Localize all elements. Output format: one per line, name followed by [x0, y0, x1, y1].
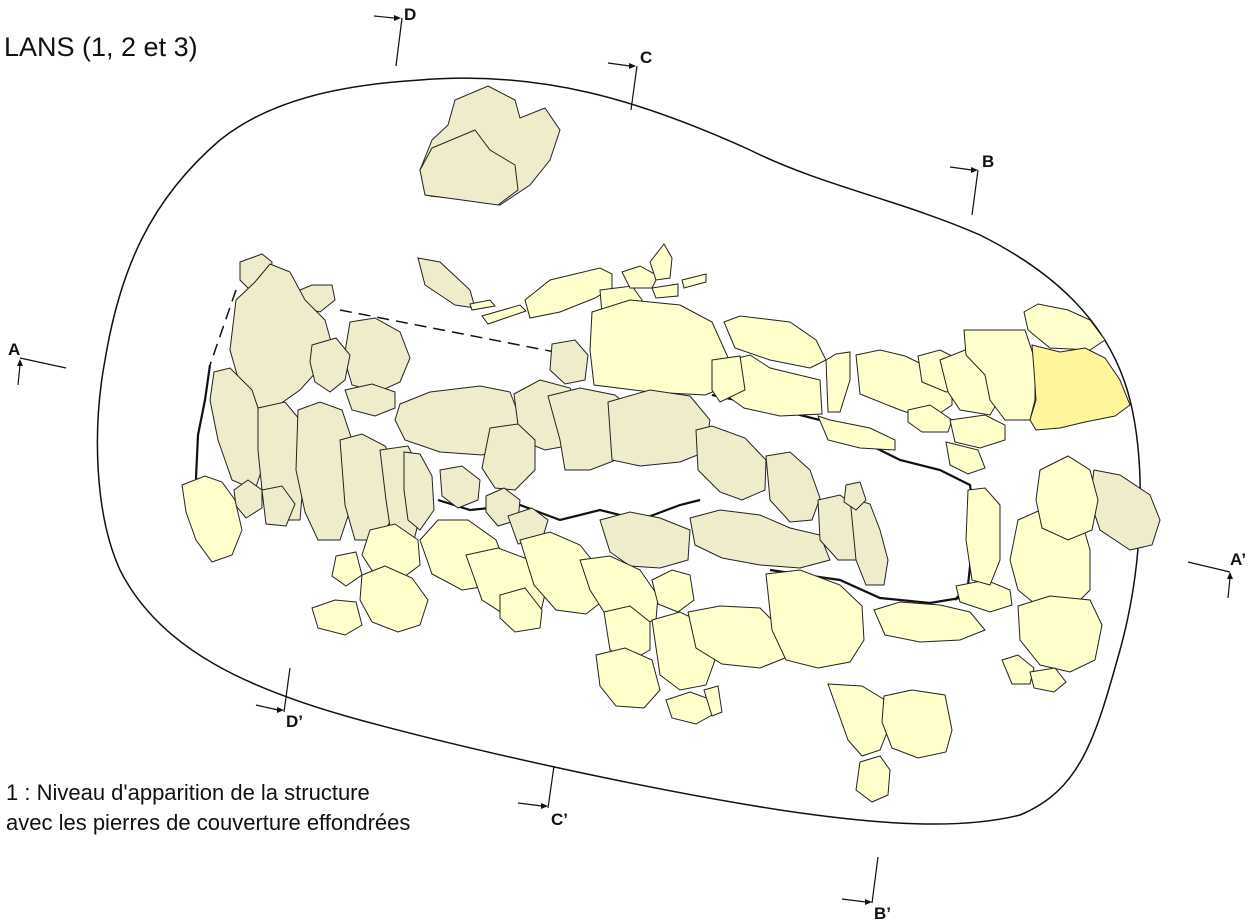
section-marker-a: A	[8, 340, 67, 386]
pit-outline	[96, 77, 1141, 825]
label-d-prime: D’	[286, 712, 303, 731]
stone-cluster-center	[394, 339, 1161, 586]
structure-dashed-edge	[209, 289, 556, 366]
section-marker-d-prime: D’	[255, 667, 303, 731]
section-marker-c-prime: C’	[517, 765, 568, 829]
section-marker-c: C	[607, 48, 652, 111]
label-c-prime: C’	[551, 810, 568, 829]
section-marker-b-prime: B’	[841, 856, 891, 922]
section-marker-b: B	[949, 152, 994, 216]
label-b-prime: B’	[874, 904, 891, 922]
legend: 1 : Niveau d'apparition de la structure …	[6, 778, 410, 838]
legend-line-2: avec les pierres de couverture effondrée…	[6, 810, 411, 835]
stone-row-lower	[181, 455, 1103, 803]
label-a: A	[8, 340, 20, 359]
section-marker-d: D	[373, 5, 416, 67]
stone-cluster-top	[419, 85, 561, 206]
label-c: C	[640, 48, 652, 67]
label-b: B	[982, 152, 994, 171]
stone-cluster-west	[209, 253, 435, 541]
label-d: D	[404, 5, 416, 24]
stone-row-upper	[417, 243, 1131, 475]
section-marker-a-prime: A’	[1187, 550, 1246, 599]
structure-irregular-edge	[194, 364, 977, 605]
legend-line-1: 1 : Niveau d'apparition de la structure	[6, 780, 370, 805]
plan-title: LANS (1, 2 et 3)	[4, 32, 198, 62]
label-a-prime: A’	[1230, 550, 1246, 569]
